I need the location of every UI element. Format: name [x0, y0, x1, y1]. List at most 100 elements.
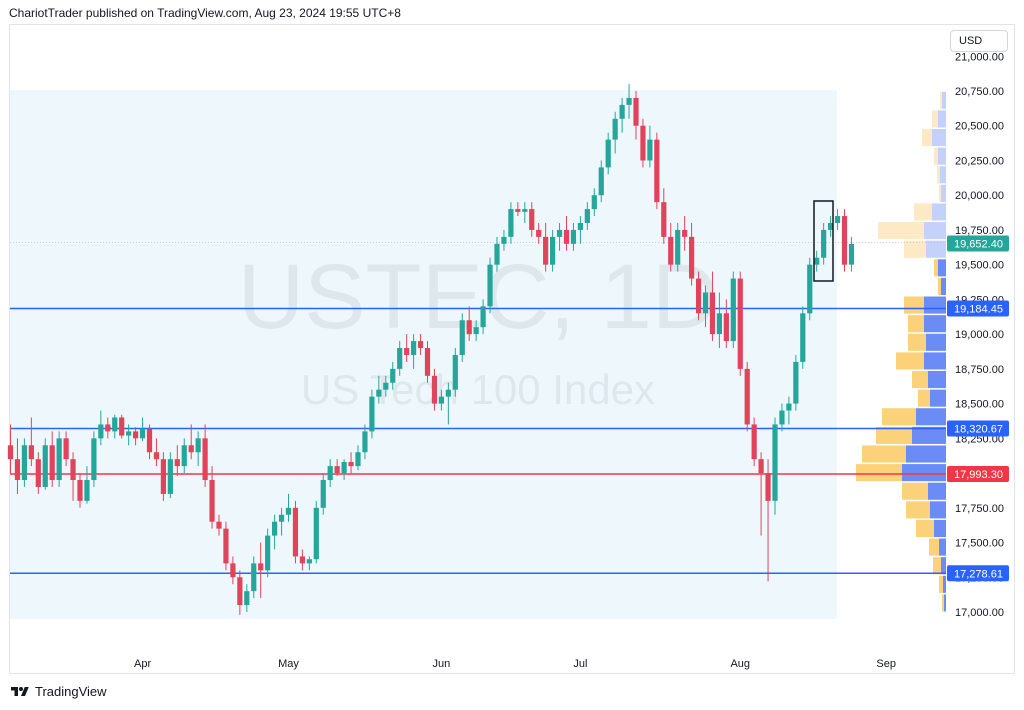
- candle-body: [675, 229, 681, 265]
- volume-profile-down-bar: [941, 184, 946, 202]
- volume-profile-down-bar: [906, 445, 946, 463]
- candle-body: [91, 438, 97, 481]
- price-tag: [947, 300, 1009, 317]
- candle-body: [390, 368, 396, 383]
- highlight-range: [10, 90, 837, 619]
- candle-body: [327, 466, 333, 481]
- volume-profile-up-bar: [932, 110, 938, 128]
- candle-body: [181, 445, 187, 467]
- volume-profile-down-bar: [938, 110, 946, 128]
- candle-body: [841, 216, 848, 265]
- y-tick-label: 19,500.00: [955, 260, 1004, 272]
- volume-profile-down-bar: [942, 91, 946, 109]
- candle-body: [237, 577, 243, 606]
- candle-body: [640, 125, 646, 161]
- volume-profile-down-bar: [940, 166, 946, 184]
- volume-profile-up-bar: [934, 147, 938, 165]
- candle-body: [188, 445, 194, 453]
- candle-body: [591, 195, 597, 210]
- price-tag-label: 18,320.67: [954, 424, 1003, 436]
- candle-body: [550, 236, 556, 265]
- candle-body: [417, 341, 424, 349]
- candle-body: [515, 209, 521, 212]
- y-tick-label: 20,250.00: [955, 155, 1004, 167]
- candle-body: [522, 209, 528, 212]
- candle-body: [828, 222, 834, 230]
- candle-body: [779, 410, 785, 425]
- volume-profile-up-bar: [914, 203, 932, 221]
- candle-body: [292, 507, 299, 557]
- volume-profile-up-bar: [906, 501, 930, 519]
- candle-body: [807, 264, 813, 314]
- candle-body: [556, 229, 563, 237]
- volume-profile-down-bar: [932, 128, 946, 147]
- candle-body: [411, 341, 417, 355]
- volume-profile-down-bar: [928, 370, 946, 389]
- chart-frame: [9, 24, 1015, 674]
- volume-profile-up-bar: [878, 222, 924, 240]
- candle-body: [133, 431, 139, 439]
- candle-body: [84, 480, 90, 501]
- candle-body: [480, 306, 486, 328]
- candle-body: [682, 229, 688, 237]
- candle-body: [598, 167, 604, 196]
- candle-body: [626, 97, 632, 105]
- candle-body: [355, 452, 361, 467]
- candle-body: [751, 424, 757, 460]
- footer-brand: TradingView: [10, 684, 107, 699]
- volume-profile-up-bar: [908, 315, 924, 333]
- candle-body: [278, 514, 285, 522]
- candle-body: [313, 507, 319, 560]
- candle-body: [793, 361, 799, 404]
- volume-profile-up-bar: [933, 557, 941, 575]
- candle-body: [341, 461, 347, 474]
- volume-profile-up-bar: [940, 91, 942, 109]
- candle-body: [285, 507, 292, 515]
- candle-body: [814, 257, 820, 265]
- candle-body: [251, 563, 257, 592]
- candle-body: [619, 104, 625, 119]
- candle-body: [702, 292, 709, 314]
- candle-body: [376, 389, 382, 397]
- x-tick-label: May: [278, 658, 299, 670]
- candle-body: [473, 327, 479, 335]
- volume-profile-up-bar: [896, 352, 924, 370]
- volume-profile-up-bar: [922, 128, 932, 147]
- candle-body: [14, 459, 21, 481]
- currency-button[interactable]: USD: [950, 30, 1008, 52]
- tradingview-logo-icon: [11, 686, 29, 696]
- volume-profile-up-bar: [929, 538, 939, 556]
- candle-body: [223, 528, 229, 564]
- candle-body: [167, 459, 173, 494]
- volume-profile-up-bar: [938, 277, 941, 296]
- candle-body: [452, 354, 458, 390]
- volume-profile-up-bar: [902, 482, 928, 500]
- volume-profile-down-bar: [941, 277, 946, 296]
- candle-body: [800, 313, 806, 362]
- candle-body: [570, 229, 577, 244]
- volume-profile-down-bar: [938, 147, 946, 165]
- candle-body: [459, 320, 465, 355]
- candle-body: [306, 559, 312, 564]
- price-tag: [947, 465, 1009, 482]
- candle-body: [230, 563, 236, 578]
- volume-profile-down-bar: [930, 389, 946, 407]
- candle-body: [821, 229, 827, 258]
- y-tick-label: 19,750.00: [955, 225, 1004, 237]
- candle-body: [786, 403, 792, 411]
- y-tick-label: 21,000.00: [955, 51, 1004, 63]
- volume-profile-up-bar: [942, 594, 944, 612]
- highlight-box[interactable]: [813, 200, 834, 282]
- candle-body: [98, 424, 104, 439]
- volume-profile-up-bar: [937, 166, 940, 184]
- candle-body: [466, 320, 472, 335]
- candle-body: [404, 348, 410, 355]
- candle-body: [195, 438, 201, 453]
- candle-body: [709, 292, 716, 335]
- candle-body: [216, 521, 222, 529]
- candle-body: [348, 461, 354, 467]
- candle-body: [834, 216, 841, 223]
- watermark-description: US Tech 100 Index: [301, 366, 655, 413]
- publish-info: ChariotTrader published on TradingView.c…: [9, 6, 401, 20]
